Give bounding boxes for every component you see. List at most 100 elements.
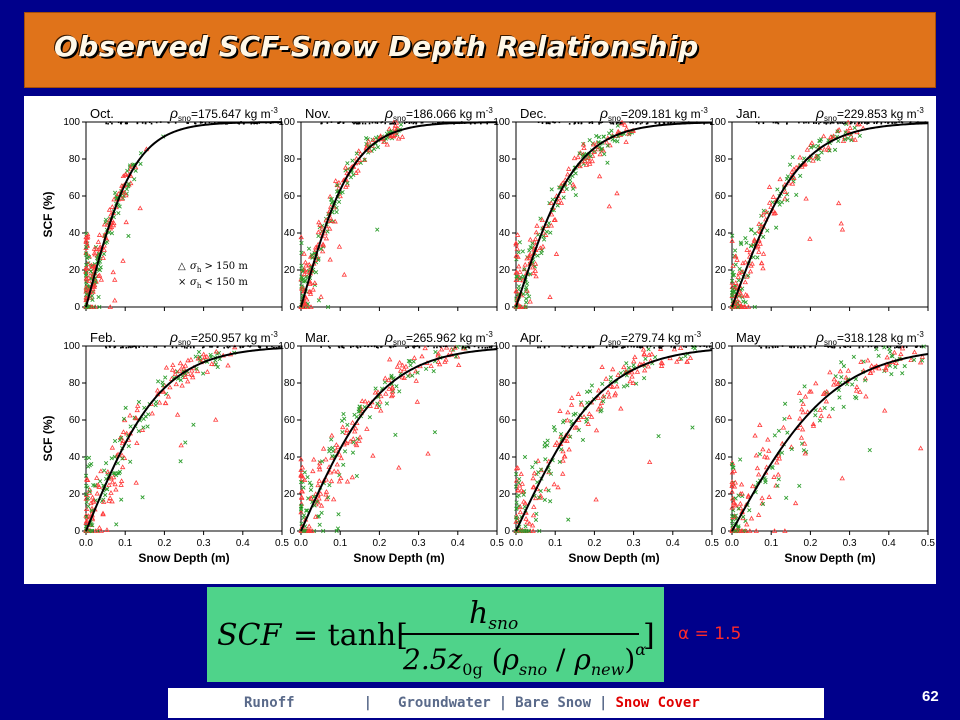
point-sigma-low	[559, 447, 564, 452]
point-sigma-high	[677, 345, 684, 351]
point-sigma-high	[83, 284, 89, 290]
x-axis-label: Snow Depth (m)	[353, 551, 444, 565]
point-sigma-low	[309, 252, 314, 257]
point-sigma-high	[729, 481, 736, 487]
point-sigma-high	[758, 223, 765, 229]
point-sigma-high	[194, 368, 201, 374]
point-sigma-high	[401, 366, 407, 372]
point-saturated	[326, 122, 329, 124]
point-sigma-high	[139, 427, 146, 432]
point-sigma-high	[163, 364, 170, 370]
point-saturated	[233, 345, 236, 348]
point-sigma-low	[775, 483, 780, 488]
point-sigma-low	[87, 489, 92, 494]
point-sigma-high	[796, 390, 803, 395]
point-sigma-high	[641, 367, 648, 373]
point-saturated	[495, 122, 498, 125]
point-sigma-low	[121, 416, 127, 421]
point-sigma-high	[127, 412, 133, 418]
point-sigma-high	[413, 378, 419, 383]
point-sigma-low	[851, 354, 856, 359]
point-sigma-low	[141, 416, 146, 421]
point-sigma-low	[747, 508, 752, 513]
point-sigma-low	[101, 251, 107, 257]
nav-groundwater[interactable]: Groundwater	[398, 695, 491, 711]
point-saturated	[591, 122, 594, 125]
point-sigma-low	[527, 248, 532, 253]
point-sigma-high	[435, 359, 442, 364]
point-sigma-high	[317, 222, 323, 227]
nav-runoff[interactable]: Runoff	[244, 695, 295, 711]
point-saturated	[350, 346, 352, 349]
point-sigma-low	[301, 485, 306, 490]
point-sigma-low	[140, 495, 145, 500]
point-sigma-low	[136, 399, 142, 405]
point-saturated	[591, 121, 593, 123]
point-saturated	[574, 122, 576, 124]
legend-symbol: △	[178, 261, 186, 272]
point-saturated	[854, 122, 856, 125]
rho-label: ρsno=265.962 kg m-3	[384, 329, 493, 347]
point-sigma-high	[443, 344, 450, 350]
point-saturated	[138, 346, 140, 348]
point-sigma-high	[515, 254, 521, 259]
point-sigma-low	[397, 389, 402, 394]
point-sigma-low	[307, 480, 312, 485]
point-sigma-low	[830, 406, 835, 412]
point-saturated	[612, 122, 614, 125]
point-sigma-high	[403, 363, 409, 369]
point-sigma-high	[869, 367, 876, 373]
point-saturated	[164, 346, 166, 348]
point-saturated	[774, 346, 777, 348]
point-sigma-low	[342, 449, 348, 454]
panel-nov: 0 20 40 60 80 100 Nov. ρsno=186.066 kg m-3	[278, 105, 498, 313]
point-sigma-low	[321, 528, 326, 534]
point-saturated	[829, 345, 831, 348]
point-sigma-low	[605, 143, 610, 148]
point-saturated	[641, 346, 643, 349]
point-saturated	[150, 122, 153, 125]
point-sigma-low	[92, 483, 98, 488]
point-sigma-low	[522, 454, 528, 460]
point-sigma-low	[524, 296, 529, 301]
point-saturated	[592, 345, 595, 348]
point-sigma-low	[367, 415, 372, 420]
point-saturated	[827, 346, 830, 348]
nav-snow-cover[interactable]: Snow Cover	[615, 695, 700, 711]
nav-bare-snow[interactable]: Bare Snow	[515, 695, 592, 711]
point-sigma-high	[121, 189, 128, 195]
point-sigma-low	[594, 133, 599, 139]
x-tick-label: 0.4	[882, 538, 896, 549]
point-sigma-high	[519, 481, 525, 486]
point-sigma-low	[301, 513, 307, 518]
point-saturated	[552, 121, 554, 123]
point-sigma-high	[840, 138, 847, 144]
point-saturated	[473, 345, 476, 348]
point-sigma-high	[766, 448, 772, 453]
point-sigma-high	[312, 280, 318, 285]
point-sigma-low	[777, 202, 782, 207]
point-sigma-high	[578, 401, 585, 407]
point-sigma-low	[784, 495, 789, 500]
point-sigma-high	[801, 440, 808, 446]
point-sigma-high	[165, 393, 172, 399]
point-saturated	[616, 345, 619, 348]
point-sigma-high	[632, 354, 638, 360]
point-sigma-high	[532, 495, 539, 501]
point-sigma-high	[312, 514, 319, 519]
point-sigma-high	[730, 495, 736, 501]
point-saturated	[130, 346, 132, 349]
point-sigma-high	[83, 506, 90, 511]
point-sigma-high	[687, 355, 694, 360]
point-sigma-high	[885, 361, 892, 367]
point-saturated	[356, 345, 358, 347]
point-sigma-high	[120, 438, 126, 443]
month-label: Oct.	[90, 106, 114, 121]
point-sigma-high	[911, 349, 918, 355]
point-sigma-low	[102, 468, 107, 473]
point-sigma-low	[802, 384, 807, 389]
point-saturated	[389, 123, 391, 125]
point-sigma-low	[310, 255, 315, 260]
point-sigma-high	[328, 478, 335, 484]
point-saturated	[915, 121, 918, 124]
